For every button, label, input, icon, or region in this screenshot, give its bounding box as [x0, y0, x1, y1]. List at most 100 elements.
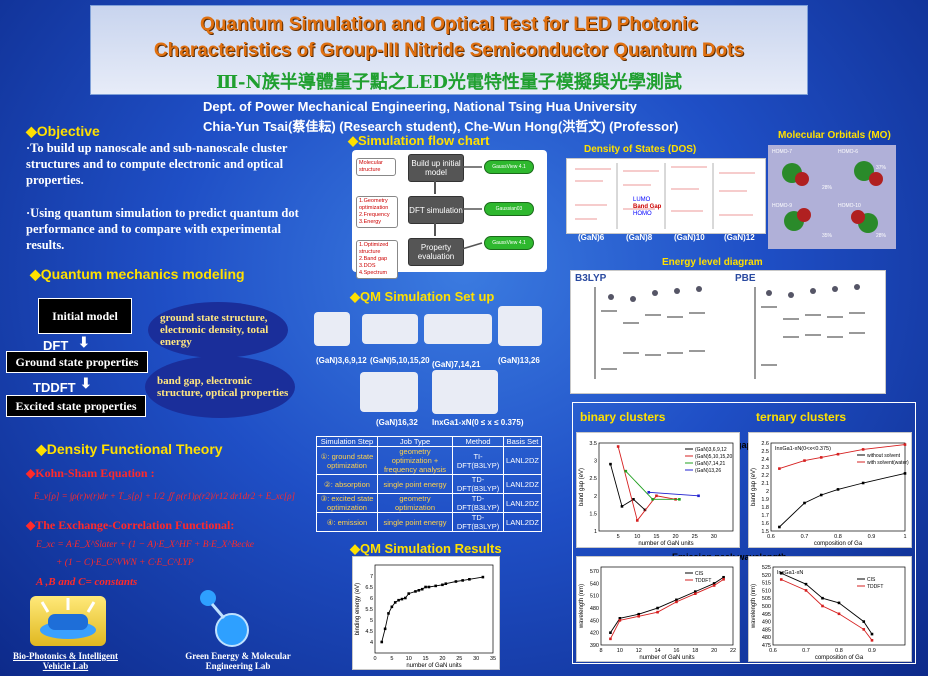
series-line: [625, 470, 680, 500]
y-tick-label: 2.5: [761, 449, 769, 455]
dft-label: DFT: [43, 338, 69, 353]
table-header-row: Simulation Step Job Type Method Basis Se…: [316, 436, 542, 447]
series-line: [779, 444, 906, 470]
bio-photonics-logo: [30, 596, 106, 646]
legend-label: (GaN)13,26: [695, 468, 721, 474]
ternary-bandgap-chart: 0.6 0.7 0.8 0.9 1 1.5 1.6 1.7 1.8 1.9 2 2.1 2.2 2.3 2.…: [748, 432, 912, 548]
mo-pct-3: 35%: [822, 233, 833, 239]
data-point: [861, 448, 865, 451]
data-point: [821, 604, 824, 608]
flow-note-2: 1.Geometry optimization 2.Frequency 3.En…: [356, 196, 398, 228]
data-point: [609, 462, 612, 466]
xc-constants: A ,B and C= constants: [36, 576, 138, 588]
x-axis-label: number of GaN units: [406, 663, 461, 669]
x-tick-label: 10: [617, 648, 623, 654]
x-axis-label: composition of Ga: [815, 655, 864, 661]
table-cell: LANL2DZ: [503, 493, 542, 513]
data-point: [837, 601, 841, 605]
y-tick-label: 1.5: [589, 511, 597, 517]
title-line-1: Quantum Simulation and Optical Test for …: [200, 14, 698, 35]
binary-emission-chart: 8 10 12 14 16 18 20 22 390 420 450 480 510 540 570 numb…: [576, 556, 740, 662]
x-tick-label: 5: [617, 534, 620, 540]
data-point: [387, 612, 390, 615]
plot-frame: [598, 442, 734, 532]
x-tick-label: 0.8: [835, 648, 843, 654]
arrow-down-icon: ⬇: [78, 334, 90, 350]
data-point: [861, 481, 865, 485]
data-point: [616, 445, 620, 448]
table-cell: ①: ground state optimization: [316, 446, 378, 475]
x-tick-label: 0.9: [868, 534, 876, 540]
data-point: [414, 590, 417, 593]
x-tick-label: 0.6: [767, 534, 775, 540]
dft-header: ◆Density Functional Theory: [36, 441, 223, 457]
data-point: [380, 640, 384, 644]
table-row: ③: excited state optimization geometry o…: [316, 493, 542, 513]
x-tick-label: 10: [406, 656, 412, 662]
y-tick-label: 3: [594, 459, 597, 465]
x-tick-label: 12: [636, 648, 642, 654]
table-cell: geometry optimization: [376, 493, 454, 513]
y-tick-label: 2.5: [589, 476, 597, 482]
setup-table: Simulation Step Job Type Method Basis Se…: [316, 436, 542, 532]
y-tick-label: 6: [370, 596, 373, 602]
y-tick-label: 525: [762, 565, 771, 571]
legend-label: without solvent: [867, 453, 901, 459]
department: Dept. of Power Mechanical Engineering, N…: [203, 99, 637, 114]
x-tick-label: 8: [599, 648, 602, 654]
cluster-label-4: (GaN)13,26: [498, 356, 540, 365]
x-axis-label: number of GaN units: [638, 541, 693, 547]
data-point: [903, 472, 907, 475]
legend-label: CIS: [867, 577, 876, 583]
y-tick-label: 2: [594, 494, 597, 500]
y-tick-label: 420: [590, 631, 599, 637]
y-tick-label: 6.5: [365, 585, 373, 591]
xc-formula-2: + (1 − C)·E_C^VWN + C·E_C^LYP: [56, 558, 194, 568]
data-point: [803, 501, 806, 505]
data-point: [632, 498, 635, 501]
flow-pill-2: Gaussian03: [484, 202, 534, 216]
x-tick-label: 0.6: [769, 648, 777, 654]
legend-label: (GaN)5,10,15,20: [695, 454, 732, 460]
y-axis-label: binding energy (eV): [355, 583, 361, 635]
table-cell: ②: absorption: [316, 474, 378, 494]
flow-pill-1: GaussView 4.1: [484, 160, 534, 174]
y-tick-label: 5.5: [365, 607, 373, 613]
objective-p2: ·Using quantum simulation to predict qua…: [26, 206, 299, 252]
x-tick-label: 0.7: [801, 534, 809, 540]
plot-frame: [772, 566, 906, 646]
y-tick-label: 510: [762, 588, 771, 594]
legend-label: CIS: [695, 571, 704, 577]
data-point: [618, 619, 622, 622]
data-point: [693, 592, 697, 595]
data-point: [836, 452, 840, 456]
data-point: [722, 575, 725, 579]
data-point: [675, 598, 678, 602]
mo-label-4: HOMO-10: [838, 203, 861, 209]
data-point: [804, 582, 808, 586]
x-tick-label: 30: [711, 534, 717, 540]
binary-bandgap-plot: 5 10 15 20 25 30 1 1.5 2 2.5 3 3.5 number of GaN uni…: [579, 441, 734, 547]
dos-label-3: (GaN)10: [674, 233, 705, 242]
data-point: [778, 525, 781, 529]
data-point: [862, 628, 866, 631]
x-tick-label: 0: [373, 656, 376, 662]
lab2-name: Green Energy & Molecular Engineering Lab: [185, 651, 291, 671]
flow-chart-header: ◆Simulation flow chart: [348, 133, 490, 148]
table-cell: single point energy: [376, 474, 454, 494]
title-line-2: Characteristics of Group-III Nitride Sem…: [153, 40, 745, 61]
data-point: [722, 578, 725, 581]
dos-title: Density of States (DOS): [584, 144, 697, 155]
excited-state-box: Excited state properties: [6, 395, 146, 417]
table-cell: ③: excited state optimization: [316, 493, 378, 513]
data-point: [434, 584, 437, 588]
data-point: [618, 617, 622, 620]
table-cell: single point energy: [376, 512, 454, 532]
data-point: [651, 498, 654, 501]
objective-p1: ·To build up nanoscale and sub-nanoscale…: [26, 141, 288, 187]
x-tick-label: 14: [655, 648, 661, 654]
cluster-image-6: [432, 370, 498, 414]
series-line: [610, 464, 646, 511]
energy-diagram-panel: B3LYP PBE: [570, 270, 886, 394]
y-tick-label: 390: [590, 643, 599, 649]
